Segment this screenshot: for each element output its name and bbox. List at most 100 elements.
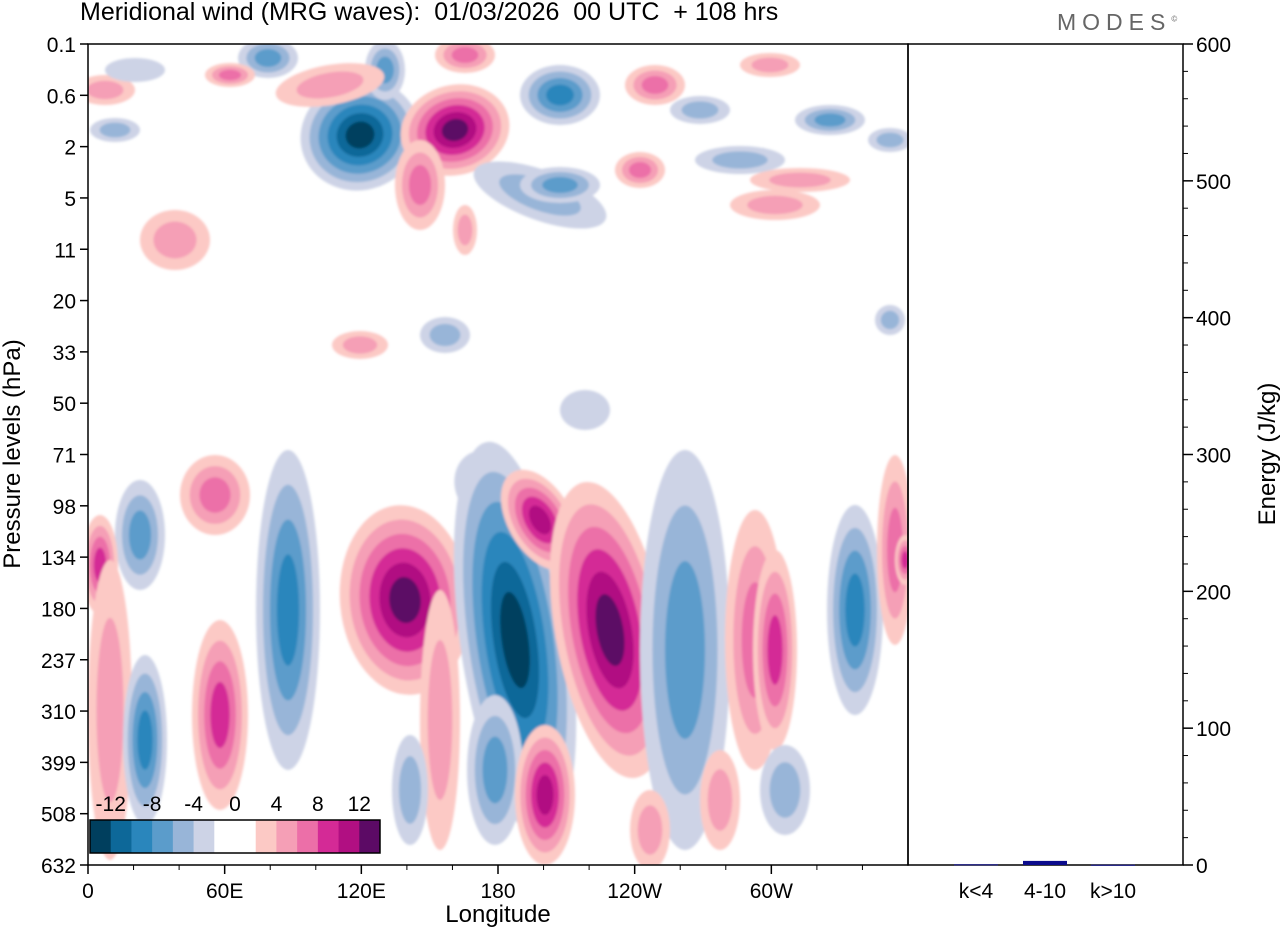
positive-contour: [427, 640, 453, 800]
colorbar-swatch: [193, 820, 215, 853]
x-tick-label: 0: [82, 880, 94, 903]
negative-contour: [105, 58, 165, 82]
energy-tick-label: 100: [1196, 718, 1231, 741]
positive-contour: [389, 577, 421, 623]
energy-tick-label: 600: [1196, 34, 1231, 57]
y-tick-label: 180: [41, 598, 76, 621]
x-tick-label: 60E: [206, 880, 243, 903]
colorbar: -12 -8 -4 0 4 8 12: [89, 793, 381, 854]
negative-contour: [880, 310, 900, 330]
energy-tick-label: 300: [1196, 445, 1231, 468]
energy-bar: [1023, 860, 1067, 865]
y-tick-label: 399: [41, 752, 76, 775]
colorbar-label: -4: [184, 793, 203, 816]
negative-contour: [345, 121, 375, 149]
y-tick-label: 632: [41, 855, 76, 878]
heatmap-contours: [88, 44, 908, 865]
colorbar-label: -8: [143, 793, 162, 816]
y-tick-label: 134: [41, 547, 76, 570]
y-tick-label: 98: [53, 496, 76, 519]
positive-contour: [342, 336, 378, 354]
negative-contour: [128, 510, 152, 560]
energy-axis-label: Energy (J/kg): [1254, 383, 1280, 526]
colorbar-swatch: [214, 820, 236, 853]
negative-contour: [712, 151, 768, 169]
positive-contour: [88, 80, 124, 100]
y-tick-label: 50: [53, 393, 76, 416]
negative-contour: [500, 591, 530, 689]
chart-title: Meridional wind (MRG waves): 01/03/2026 …: [80, 0, 779, 26]
positive-contour: [536, 775, 554, 815]
energy-panel-frame: [907, 43, 1184, 866]
positive-contour: [451, 47, 479, 63]
positive-contour: [767, 615, 783, 685]
y-tick-label: 71: [53, 445, 76, 468]
colorbar-swatch: [338, 820, 360, 853]
positive-contour: [641, 76, 669, 94]
colorbar-swatch: [317, 820, 340, 853]
energy-axis: 0 100 200 300 400 500 600: [1183, 34, 1231, 878]
positive-contour: [153, 221, 197, 259]
positive-contour: [595, 594, 625, 666]
y-tick-label: 508: [41, 804, 76, 827]
positive-contour: [199, 477, 231, 513]
negative-contour: [845, 573, 865, 647]
positive-contour: [408, 165, 432, 205]
brand-mark: ©: [1171, 14, 1178, 24]
negative-contour: [276, 554, 300, 666]
negative-contour: [482, 736, 508, 804]
positive-contour: [707, 769, 733, 831]
negative-contour: [769, 762, 801, 818]
negative-contour: [681, 101, 719, 119]
colorbar-swatch: [152, 820, 174, 853]
colorbar-swatch: [235, 820, 257, 853]
energy-tick-label: 200: [1196, 581, 1231, 604]
y-tick-label: 0.6: [47, 85, 76, 108]
negative-contour: [99, 122, 131, 138]
x-tick-label: 120E: [337, 880, 386, 903]
brand-logo: MODES©: [1057, 9, 1177, 36]
energy-tick-label: 0: [1196, 855, 1208, 878]
colorbar-label: -12: [96, 793, 126, 816]
colorbar-swatch: [110, 820, 132, 853]
positive-contour: [637, 805, 663, 855]
colorbar-label: 0: [229, 793, 241, 816]
energy-bar: [1091, 864, 1135, 866]
positive-contour: [528, 505, 552, 535]
y-tick-label: 11: [54, 239, 76, 262]
positive-contour: [96, 617, 124, 803]
y-axis: 0.1 0.6 2 5 11 20 33 50 71 98 134 180 237 310 399 508 63…: [41, 34, 88, 878]
brand-name: MODES: [1057, 9, 1172, 35]
colorbar-swatch: [131, 820, 153, 853]
negative-contour: [665, 561, 705, 739]
negative-contour: [429, 323, 461, 347]
positive-contour: [901, 551, 908, 569]
energy-bar: [954, 864, 998, 866]
negative-contour: [546, 84, 574, 106]
colorbar-frame: [89, 819, 381, 854]
positive-contour: [210, 681, 230, 749]
colorbar-label: 12: [348, 793, 371, 816]
positive-contour: [769, 172, 831, 188]
colorbar-label: 4: [271, 793, 283, 816]
positive-contour: [441, 118, 469, 142]
colorbar-swatch: [297, 820, 319, 853]
colorbar-swatch: [255, 820, 277, 853]
negative-contour: [814, 113, 846, 127]
energy-category-label: k<4: [959, 880, 994, 903]
positive-contour: [218, 69, 242, 81]
negative-contour: [876, 132, 904, 148]
x-tick-label: 180: [480, 880, 515, 903]
x-axis-label: Longitude: [445, 901, 550, 928]
y-tick-label: 2: [64, 137, 76, 160]
energy-category-label: k>10: [1090, 880, 1136, 903]
energy-tick-label: 400: [1196, 308, 1231, 331]
y-tick-label: 5: [64, 188, 76, 211]
negative-contour: [254, 49, 282, 67]
positive-contour: [747, 195, 803, 215]
positive-contour: [751, 57, 789, 73]
negative-contour: [542, 177, 578, 193]
colorbar-swatch: [172, 820, 195, 853]
colorbar-swatch: [359, 820, 381, 853]
